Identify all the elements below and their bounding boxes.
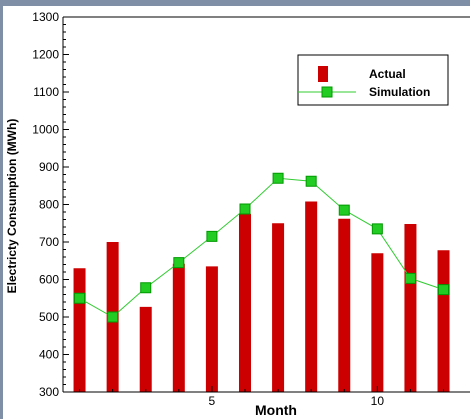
y-tick-label-700: 700 xyxy=(39,235,59,249)
y-tick-label-1300: 1300 xyxy=(32,10,59,24)
bar-actual-1 xyxy=(73,268,86,392)
y-tick-label-300: 300 xyxy=(39,385,59,399)
simulation-point-5 xyxy=(206,230,218,242)
bar-actual-12 xyxy=(437,250,450,392)
simulation-point-4 xyxy=(173,257,185,269)
legend-simulation-marker xyxy=(321,86,333,98)
y-tick-label-1000: 1000 xyxy=(32,123,59,137)
bar-actual-5 xyxy=(205,266,218,392)
simulation-group xyxy=(74,172,450,323)
window-top-border xyxy=(0,0,470,6)
legend-actual-swatch xyxy=(318,66,328,82)
bar-actual-7 xyxy=(272,223,285,392)
y-tick-label-900: 900 xyxy=(39,160,59,174)
bar-actual-6 xyxy=(238,213,251,392)
y-tick-label-500: 500 xyxy=(39,310,59,324)
simulation-point-7 xyxy=(272,172,284,184)
simulation-point-2 xyxy=(107,311,119,323)
y-axis-label: Electricty Consumption (MWh) xyxy=(5,119,19,294)
simulation-line xyxy=(79,177,444,318)
y-tick-label-800: 800 xyxy=(39,198,59,212)
x-tick-label-10: 10 xyxy=(371,394,385,408)
simulation-point-3 xyxy=(140,282,152,294)
bar-actual-11 xyxy=(404,224,417,392)
bar-actual-10 xyxy=(371,253,384,392)
bar-actual-8 xyxy=(305,201,318,392)
simulation-point-11 xyxy=(404,272,416,284)
x-axis-label: Month xyxy=(255,402,297,418)
simulation-point-8 xyxy=(305,175,317,187)
legend-simulation-label: Simulation xyxy=(369,85,430,99)
bar-actual-3 xyxy=(139,306,152,392)
simulation-point-9 xyxy=(338,204,350,216)
y-tick-label-1200: 1200 xyxy=(32,48,59,62)
bar-actual-9 xyxy=(338,218,351,392)
simulation-point-10 xyxy=(371,223,383,235)
y-tick-label-600: 600 xyxy=(39,273,59,287)
x-tick-label-5: 5 xyxy=(209,394,216,408)
simulation-point-6 xyxy=(239,203,251,215)
bar-actual-4 xyxy=(172,263,185,392)
legend-actual-label: Actual xyxy=(369,67,406,81)
window-left-border xyxy=(0,0,3,419)
legend: Actual Simulation xyxy=(297,54,449,106)
simulation-point-1 xyxy=(74,292,86,304)
axes-group: 300 400 500 600 700 800 900 1000 1100 1200 1300 5 10 xyxy=(32,10,470,408)
y-tick-label-400: 400 xyxy=(39,348,59,362)
simulation-point-12 xyxy=(438,284,450,296)
y-tick-label-1100: 1100 xyxy=(33,85,59,99)
